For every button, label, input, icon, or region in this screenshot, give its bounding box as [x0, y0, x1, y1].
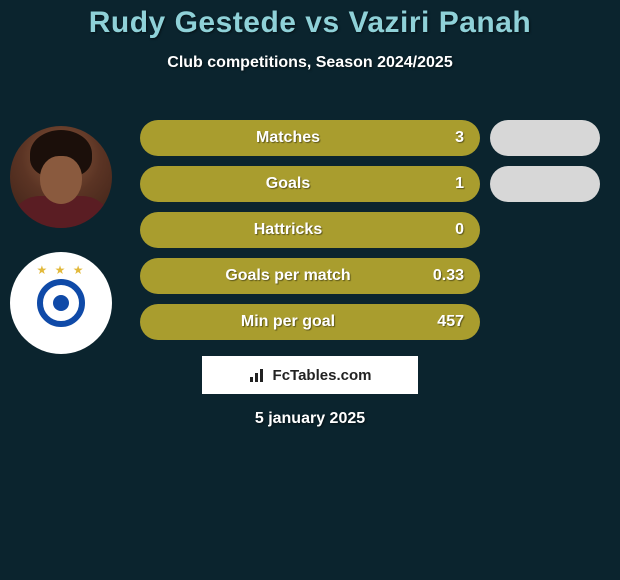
- stat-label: Hattricks: [156, 221, 420, 239]
- stat-label: Goals per match: [156, 267, 420, 285]
- stat-row: Goals1: [140, 166, 480, 202]
- stat-value: 0: [420, 221, 464, 239]
- player1-avatar: [10, 126, 112, 228]
- stat-value: 457: [420, 313, 464, 331]
- brand-chart-icon: [249, 368, 267, 382]
- stat-row: Goals per match0.33: [140, 258, 480, 294]
- page-title: Rudy Gestede vs Vaziri Panah: [0, 0, 620, 40]
- opponent-bar: [490, 120, 600, 156]
- stat-label: Min per goal: [156, 313, 420, 331]
- badge-graphic: ★ ★ ★: [19, 261, 103, 345]
- stat-value: 3: [420, 129, 464, 147]
- stat-label: Matches: [156, 129, 420, 147]
- player-silhouette: [10, 126, 112, 228]
- brand-text: FcTables.com: [273, 367, 372, 384]
- stats-column: Matches3Goals1Hattricks0Goals per match0…: [140, 120, 480, 350]
- opponent-empty-bars: [490, 120, 610, 350]
- stat-row: Hattricks0: [140, 212, 480, 248]
- stat-value: 1: [420, 175, 464, 193]
- stat-value: 0.33: [420, 267, 464, 285]
- stat-label: Goals: [156, 175, 420, 193]
- brand-box: FcTables.com: [202, 356, 418, 394]
- stat-row: Matches3: [140, 120, 480, 156]
- stat-row: Min per goal457: [140, 304, 480, 340]
- opponent-bar: [490, 166, 600, 202]
- page-root: Rudy Gestede vs Vaziri Panah Club compet…: [0, 0, 620, 580]
- footer-date: 5 january 2025: [0, 410, 620, 428]
- avatar-column: ★ ★ ★: [10, 126, 130, 378]
- subtitle: Club competitions, Season 2024/2025: [0, 54, 620, 72]
- player2-club-badge: ★ ★ ★: [10, 252, 112, 354]
